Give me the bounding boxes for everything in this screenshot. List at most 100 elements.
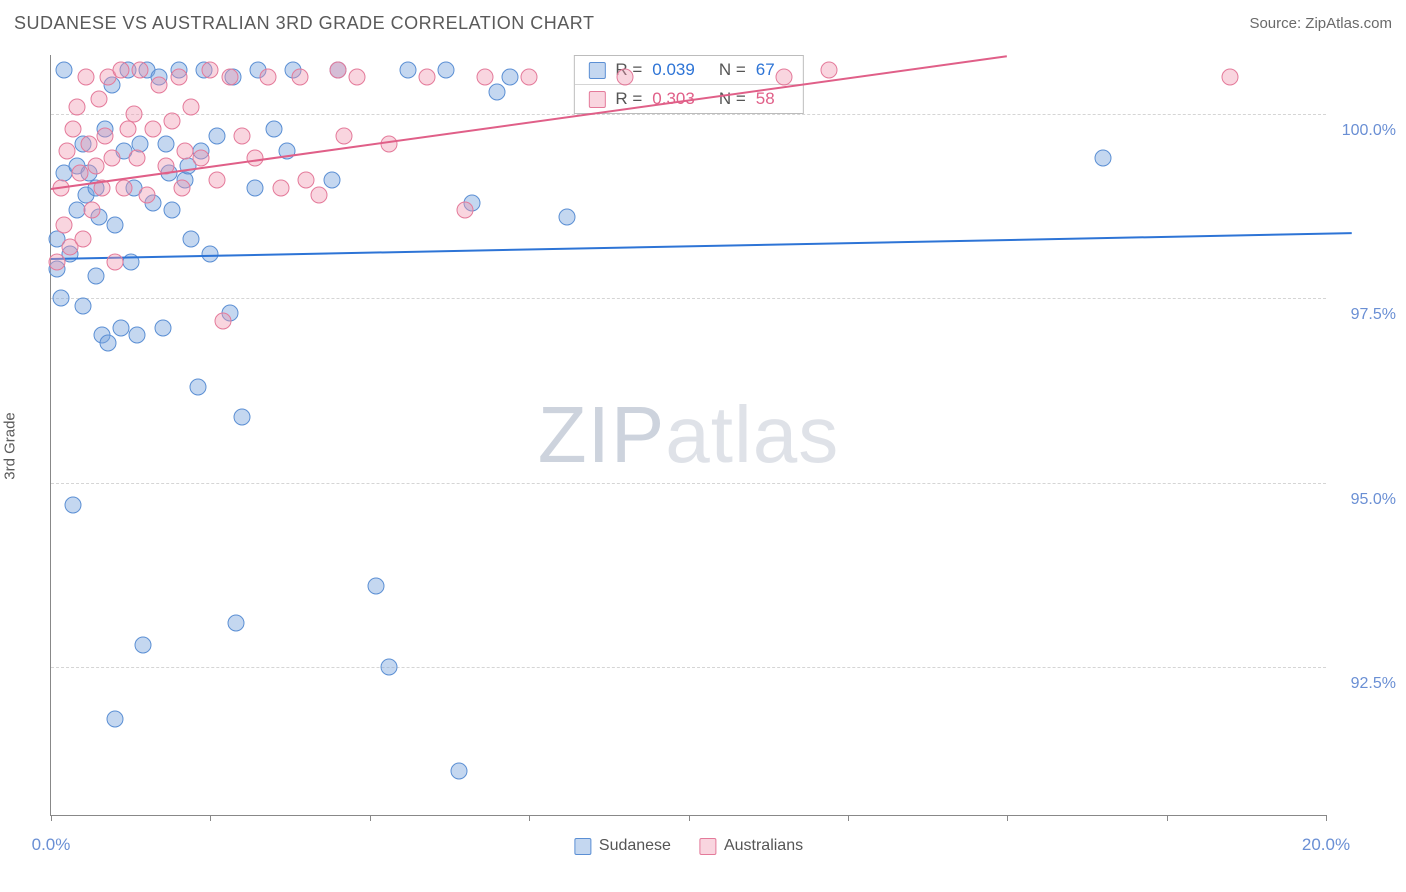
data-point [106,253,123,270]
data-point [502,69,519,86]
x-tick [210,815,211,821]
data-point [132,61,149,78]
data-point [157,135,174,152]
data-point [129,327,146,344]
data-point [336,128,353,145]
data-point [259,69,276,86]
data-point [215,312,232,329]
gridline [51,483,1326,484]
x-tick-label: 0.0% [32,835,71,855]
data-point [521,69,538,86]
gridline [51,667,1326,668]
data-point [380,659,397,676]
legend-series: Sudanese Australians [574,837,803,855]
swatch-pink-icon [699,838,716,855]
chart-header: SUDANESE VS AUSTRALIAN 3RD GRADE CORRELA… [0,0,1406,46]
data-point [154,320,171,337]
data-point [272,179,289,196]
data-point [400,61,417,78]
legend-correlation: R = 0.039 N = 67 R = 0.303 N = 58 [573,55,803,114]
x-tick [1007,815,1008,821]
data-point [52,290,69,307]
chart-title: SUDANESE VS AUSTRALIAN 3RD GRADE CORRELA… [14,13,594,34]
y-axis-label: 3rd Grade [2,412,19,480]
data-point [49,253,66,270]
data-point [135,637,152,654]
data-point [183,98,200,115]
n-label: N = [719,60,746,80]
data-point [349,69,366,86]
gridline [51,114,1326,115]
data-point [489,83,506,100]
data-point [173,179,190,196]
data-point [65,120,82,137]
legend-item-sudanese: Sudanese [574,837,671,855]
r-value: 0.039 [652,60,695,80]
data-point [164,201,181,218]
x-tick [1326,815,1327,821]
data-point [476,69,493,86]
y-tick-label: 100.0% [1336,122,1396,140]
data-point [227,615,244,632]
data-point [113,61,130,78]
data-point [291,69,308,86]
swatch-blue-icon [574,838,591,855]
data-point [208,172,225,189]
x-tick [529,815,530,821]
data-point [74,297,91,314]
legend-label: Australians [724,837,803,855]
data-point [119,120,136,137]
legend-label: Sudanese [599,837,671,855]
x-tick [848,815,849,821]
chart-source: Source: ZipAtlas.com [1249,15,1392,32]
data-point [221,69,238,86]
data-point [298,172,315,189]
data-point [145,120,162,137]
data-point [151,76,168,93]
data-point [58,142,75,159]
data-point [100,334,117,351]
data-point [97,128,114,145]
watermark-part1: ZIP [538,390,665,479]
data-point [87,268,104,285]
data-point [1094,150,1111,167]
legend-row-sudanese: R = 0.039 N = 67 [574,56,802,85]
data-point [192,150,209,167]
n-value: 67 [756,60,775,80]
legend-item-australians: Australians [699,837,803,855]
data-point [776,69,793,86]
swatch-pink-icon [588,91,605,108]
plot-area: ZIPatlas R = 0.039 N = 67 R = 0.303 N = … [50,55,1326,816]
data-point [323,172,340,189]
data-point [84,201,101,218]
data-point [71,165,88,182]
data-point [183,231,200,248]
data-point [164,113,181,130]
gridline [51,298,1326,299]
data-point [438,61,455,78]
data-point [820,61,837,78]
swatch-blue-icon [588,62,605,79]
data-point [116,179,133,196]
data-point [103,150,120,167]
data-point [65,497,82,514]
data-point [202,61,219,78]
data-point [310,187,327,204]
x-tick [1167,815,1168,821]
data-point [90,91,107,108]
data-point [87,157,104,174]
data-point [266,120,283,137]
data-point [55,61,72,78]
data-point [234,408,251,425]
data-point [74,231,91,248]
data-point [81,135,98,152]
data-point [176,142,193,159]
data-point [125,106,142,123]
watermark: ZIPatlas [538,389,839,481]
data-point [189,379,206,396]
data-point [208,128,225,145]
data-point [138,187,155,204]
y-tick-label: 92.5% [1336,675,1396,693]
data-point [616,69,633,86]
data-point [129,150,146,167]
